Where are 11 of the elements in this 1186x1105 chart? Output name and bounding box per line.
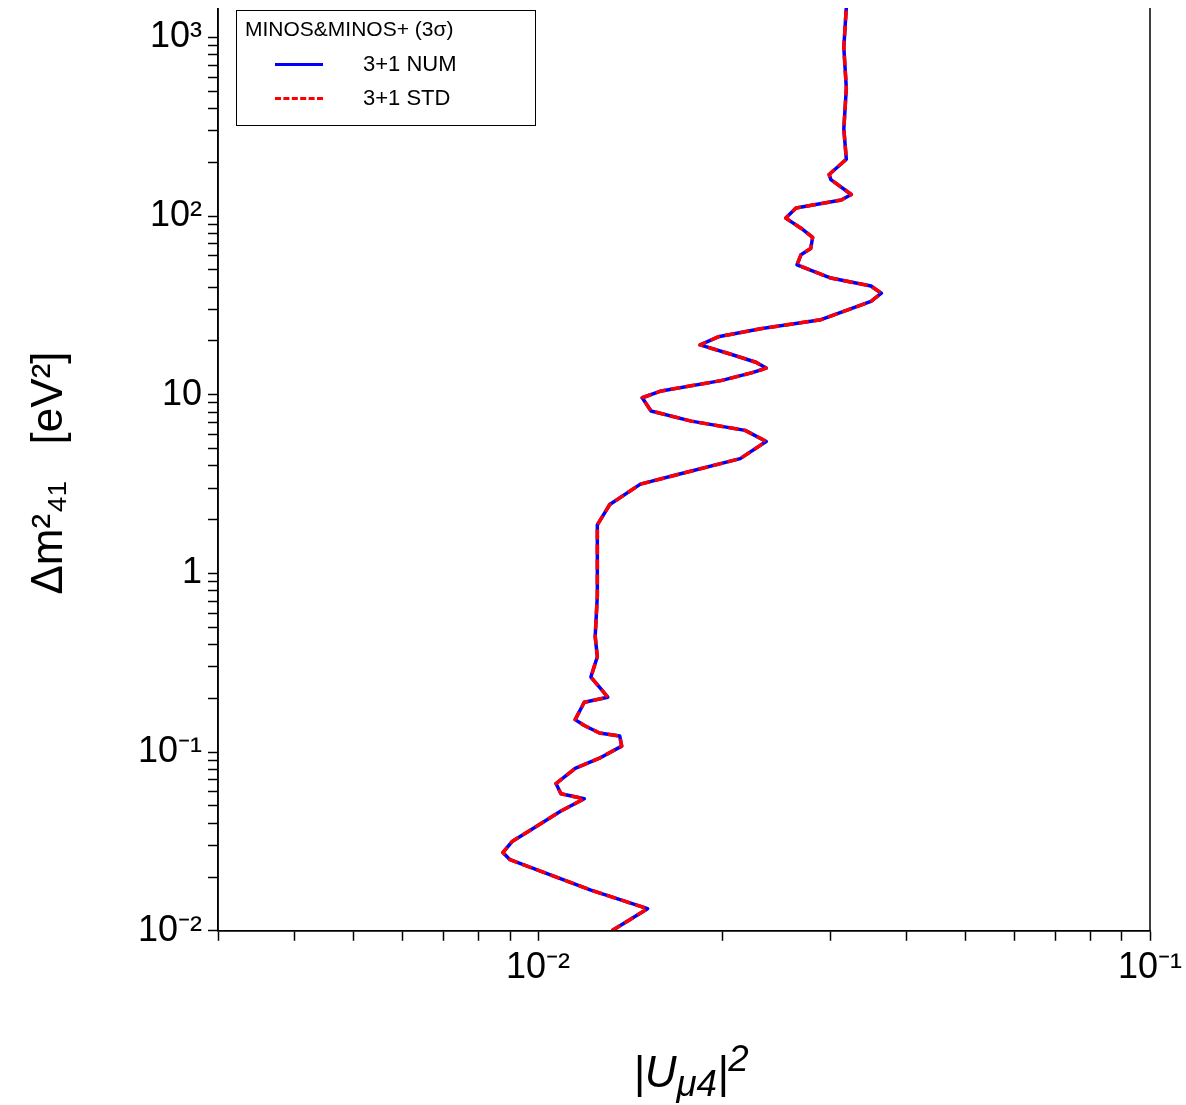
legend-label: 3+1 STD	[363, 85, 451, 111]
y-tick-label: 10⁻²	[138, 907, 203, 949]
y-tick-label: 10	[161, 371, 203, 413]
legend-label: 3+1 NUM	[363, 51, 457, 77]
y-axis-title: Δm²₄₁ [eV²]	[22, 350, 72, 597]
y-tick-label: 10²	[150, 192, 203, 234]
y-tick-label: 1	[182, 550, 203, 592]
y-tick-label: 10⁻¹	[138, 729, 203, 771]
legend-title: MINOS&MINOS+ (3σ)	[245, 17, 455, 41]
y-tick-label: 10³	[150, 14, 203, 56]
x-axis-title: |U$_{μ4}$|$^{2}$	[632, 1038, 750, 1105]
